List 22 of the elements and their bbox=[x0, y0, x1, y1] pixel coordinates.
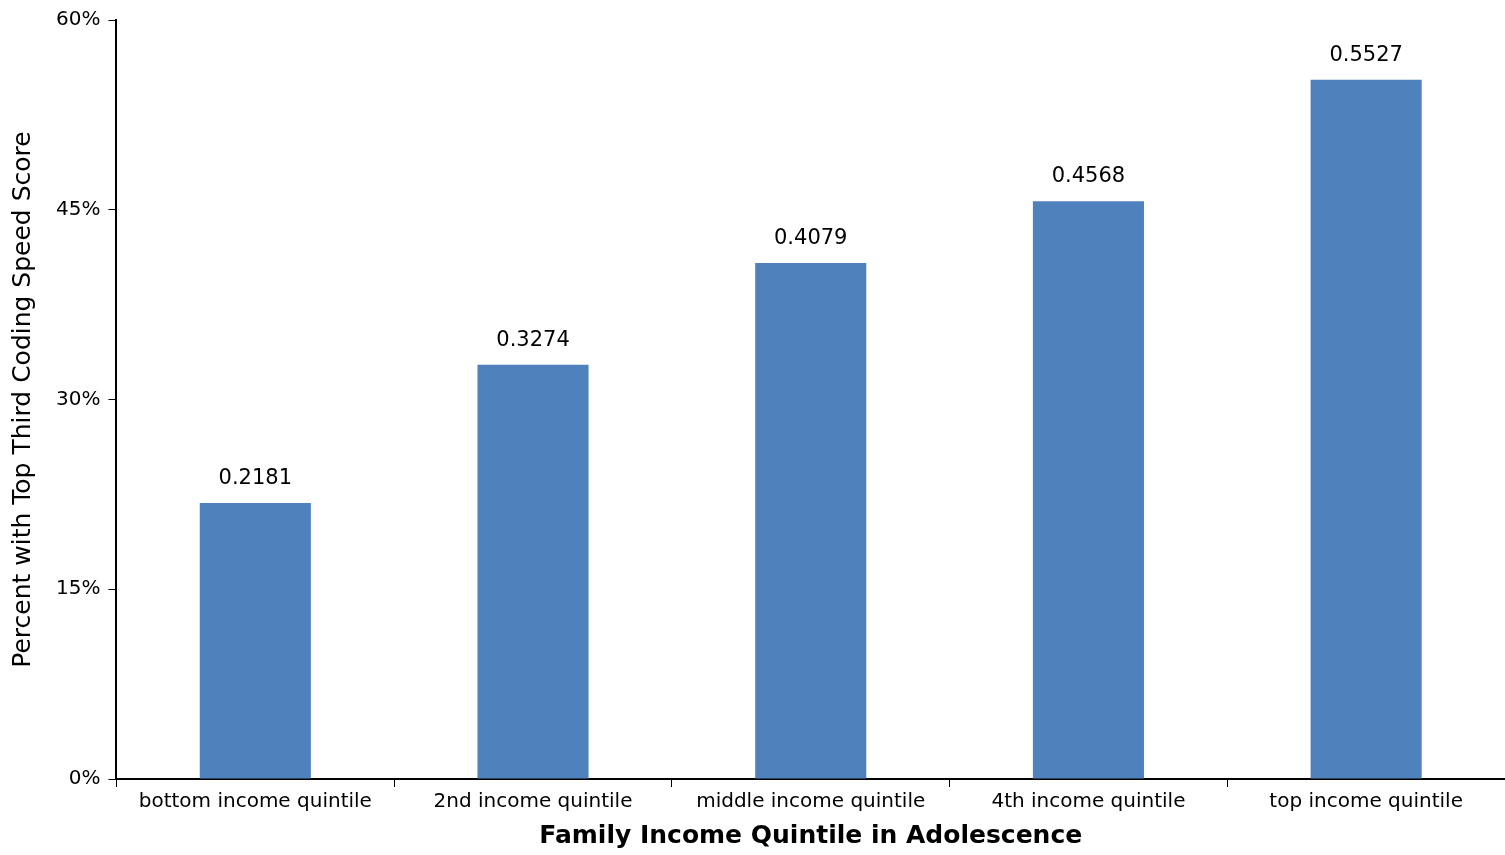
x-tick-label: bottom income quintile bbox=[138, 788, 372, 813]
y-tick-label: 0% bbox=[68, 765, 101, 790]
bar bbox=[199, 503, 311, 779]
y-tick-label: 30% bbox=[56, 385, 101, 410]
data-label: 0.3274 bbox=[496, 326, 570, 351]
y-tick-label: 15% bbox=[56, 575, 101, 600]
y-axis-title: Percent with Top Third Coding Speed Score bbox=[6, 131, 36, 668]
bar bbox=[1310, 79, 1422, 779]
bar bbox=[477, 364, 589, 779]
y-tick-label: 45% bbox=[56, 195, 101, 220]
data-label: 0.4079 bbox=[773, 224, 848, 249]
x-axis-title: Family Income Quintile in Adolescence bbox=[539, 819, 1083, 849]
x-tick-label: middle income quintile bbox=[696, 788, 926, 813]
data-label: 0.5527 bbox=[1329, 41, 1403, 66]
y-tick-label: 60% bbox=[56, 6, 101, 31]
bar bbox=[755, 263, 867, 779]
x-tick-label: top income quintile bbox=[1269, 788, 1463, 813]
data-label: 0.2181 bbox=[218, 465, 293, 490]
x-tick-label: 2nd income quintile bbox=[433, 788, 633, 813]
x-tick-label: 4th income quintile bbox=[991, 788, 1186, 813]
data-label: 0.4568 bbox=[1051, 163, 1126, 188]
bar bbox=[1032, 201, 1144, 779]
